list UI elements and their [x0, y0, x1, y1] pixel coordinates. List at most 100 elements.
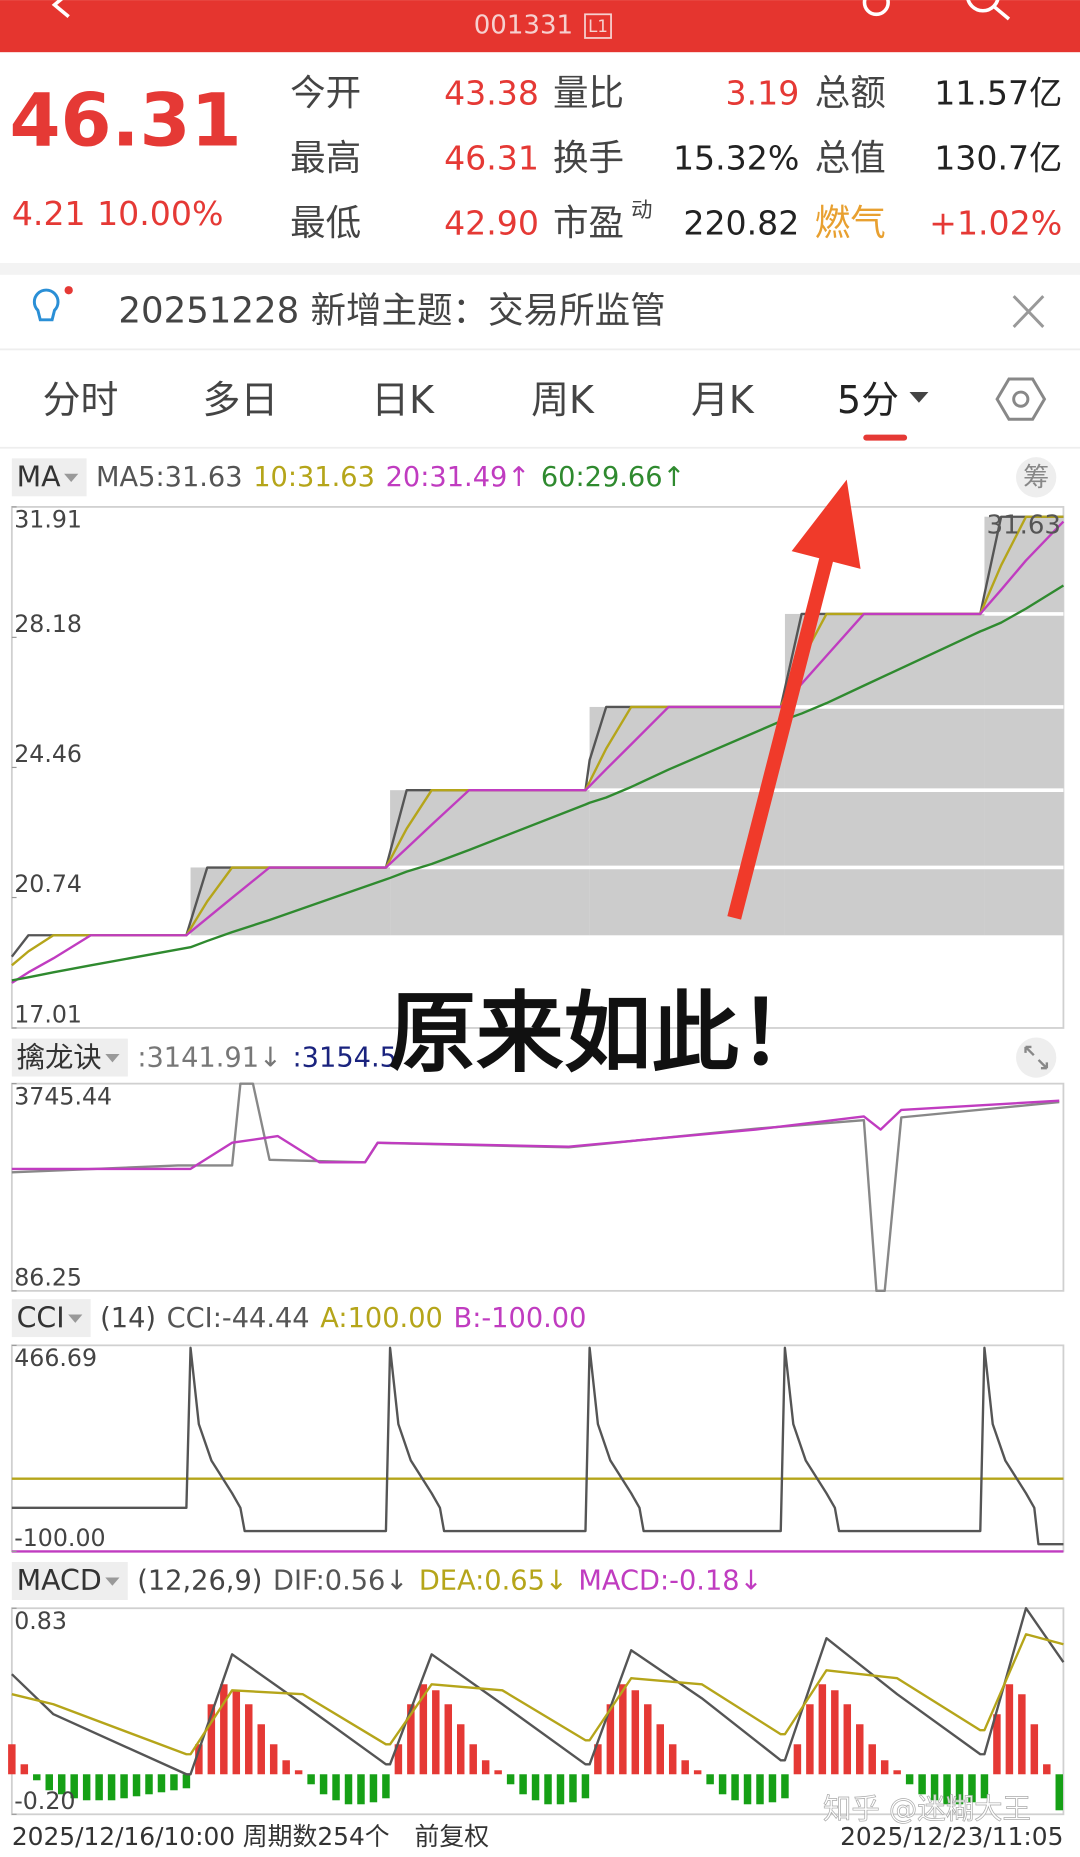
macd-bar — [269, 1744, 278, 1775]
legend-entry: 20:31.49↑ — [386, 462, 531, 493]
expand-button[interactable] — [1016, 1037, 1057, 1078]
macd-bar — [918, 1774, 926, 1795]
stat-value: 11.57亿 — [934, 73, 1062, 112]
level-text: L1 — [588, 17, 608, 36]
macd-bar — [1055, 1774, 1064, 1811]
stat-value: 130.7亿 — [934, 138, 1062, 177]
macd-bar — [257, 1724, 265, 1775]
stat-label: 最高 — [290, 138, 361, 179]
macd-bar — [531, 1774, 540, 1801]
expand-icon — [1024, 1045, 1049, 1070]
macd-bar — [494, 1770, 502, 1775]
macd-bar — [519, 1774, 527, 1795]
macd-bar — [868, 1744, 876, 1775]
y-tick-label: -0.20 — [14, 1787, 75, 1815]
last-value-label: 31.63 — [986, 510, 1061, 540]
chips-button-text[interactable]: 筹 — [1023, 463, 1049, 493]
tab[interactable]: 多日 — [203, 378, 279, 422]
macd-bar — [693, 1770, 702, 1775]
macd-bar — [1018, 1694, 1026, 1775]
y-tick-label: -100.00 — [14, 1524, 105, 1552]
legend-entry: DIF:0.56↓ — [273, 1566, 408, 1597]
macd-bar — [718, 1774, 727, 1795]
settings-icon[interactable] — [995, 377, 1047, 421]
unread-dot — [64, 286, 73, 295]
stat-superscript: 动 — [631, 198, 652, 223]
indicator-dropdown — [105, 1054, 120, 1063]
legend-entry: MA5:31.63 — [96, 462, 243, 493]
level-badge — [584, 13, 612, 39]
macd-bar — [82, 1774, 91, 1801]
tab[interactable]: 周K — [531, 378, 595, 422]
macd-bar — [207, 1704, 216, 1775]
macd-bar — [444, 1704, 453, 1775]
macd-bar — [880, 1760, 889, 1775]
macd-bar — [132, 1774, 141, 1797]
alert-icon[interactable] — [862, 0, 890, 17]
macd-bar — [332, 1774, 340, 1801]
macd-bar — [419, 1684, 428, 1775]
macd-bar — [382, 1774, 390, 1799]
adjust-mode[interactable]: 前复权 — [414, 1822, 489, 1851]
macd-bar — [993, 1714, 1001, 1775]
legend-entry: B:-100.00 — [454, 1303, 587, 1334]
macd-bar — [943, 1774, 951, 1805]
notice-text[interactable]: 20251228 新增主题：交易所监管 — [118, 291, 665, 332]
legend-entry: DEA:0.65↓ — [419, 1566, 568, 1597]
indicator-name[interactable]: MA — [17, 461, 62, 494]
macd-bar — [282, 1760, 290, 1775]
macd-bar — [394, 1744, 403, 1775]
indicator-name[interactable]: CCI — [17, 1301, 65, 1334]
tab-dropdown[interactable] — [909, 392, 929, 403]
tab[interactable]: 日K — [371, 378, 435, 422]
macd-bar — [831, 1690, 839, 1775]
macd-bar — [793, 1744, 802, 1775]
macd-bar — [506, 1774, 515, 1785]
macd-bar — [344, 1774, 353, 1805]
macd-bar — [95, 1774, 103, 1801]
macd-bar — [157, 1774, 166, 1793]
chips-button[interactable] — [1016, 457, 1057, 498]
tab[interactable]: 月K — [691, 378, 755, 422]
start-time: 2025/12/16/10:00 — [12, 1822, 235, 1851]
indicator-dropdown — [105, 1577, 120, 1586]
stat-label: 市盈 — [553, 203, 624, 244]
macd-bar — [706, 1774, 714, 1785]
macd-bar — [220, 1684, 228, 1775]
macd-bar — [45, 1774, 53, 1791]
macd-bar — [955, 1774, 964, 1805]
macd-bar — [893, 1770, 901, 1775]
macd-bar — [1030, 1724, 1039, 1775]
stat-label: 今开 — [290, 73, 361, 114]
tab-active[interactable]: 5分 — [837, 378, 899, 422]
indicator-name[interactable]: MACD — [17, 1564, 102, 1597]
y-tick-label: 17.01 — [14, 1001, 82, 1029]
macd-bar — [432, 1690, 440, 1775]
separator — [0, 262, 1080, 275]
legend-entry: 10:31.63 — [253, 462, 375, 493]
macd-bar — [407, 1704, 415, 1775]
stat-label: 量比 — [553, 73, 624, 114]
macd-bar — [195, 1744, 203, 1775]
macd-bar — [806, 1704, 814, 1775]
tab[interactable]: 分时 — [43, 378, 119, 422]
stat-label: 总额 — [815, 73, 886, 114]
stat-label: 换手 — [553, 138, 624, 179]
y-tick-label: 28.18 — [14, 610, 82, 638]
search-icon[interactable] — [966, 0, 1000, 13]
close-button[interactable] — [1012, 295, 1045, 328]
back-button[interactable] — [51, 0, 70, 19]
stat-label: 最低 — [290, 203, 361, 244]
series-line — [11, 520, 1065, 984]
indicator-name[interactable]: 擒龙诀 — [17, 1041, 102, 1074]
y-tick-label: 3745.44 — [14, 1082, 112, 1110]
macd-bar — [818, 1684, 827, 1775]
sector-label[interactable]: 燃气 — [815, 203, 886, 244]
title-bar — [0, 0, 1080, 53]
macd-bar — [120, 1774, 128, 1799]
macd-bar — [843, 1704, 852, 1775]
macd-bar — [57, 1774, 66, 1795]
stat-value: 3.19 — [726, 73, 800, 112]
